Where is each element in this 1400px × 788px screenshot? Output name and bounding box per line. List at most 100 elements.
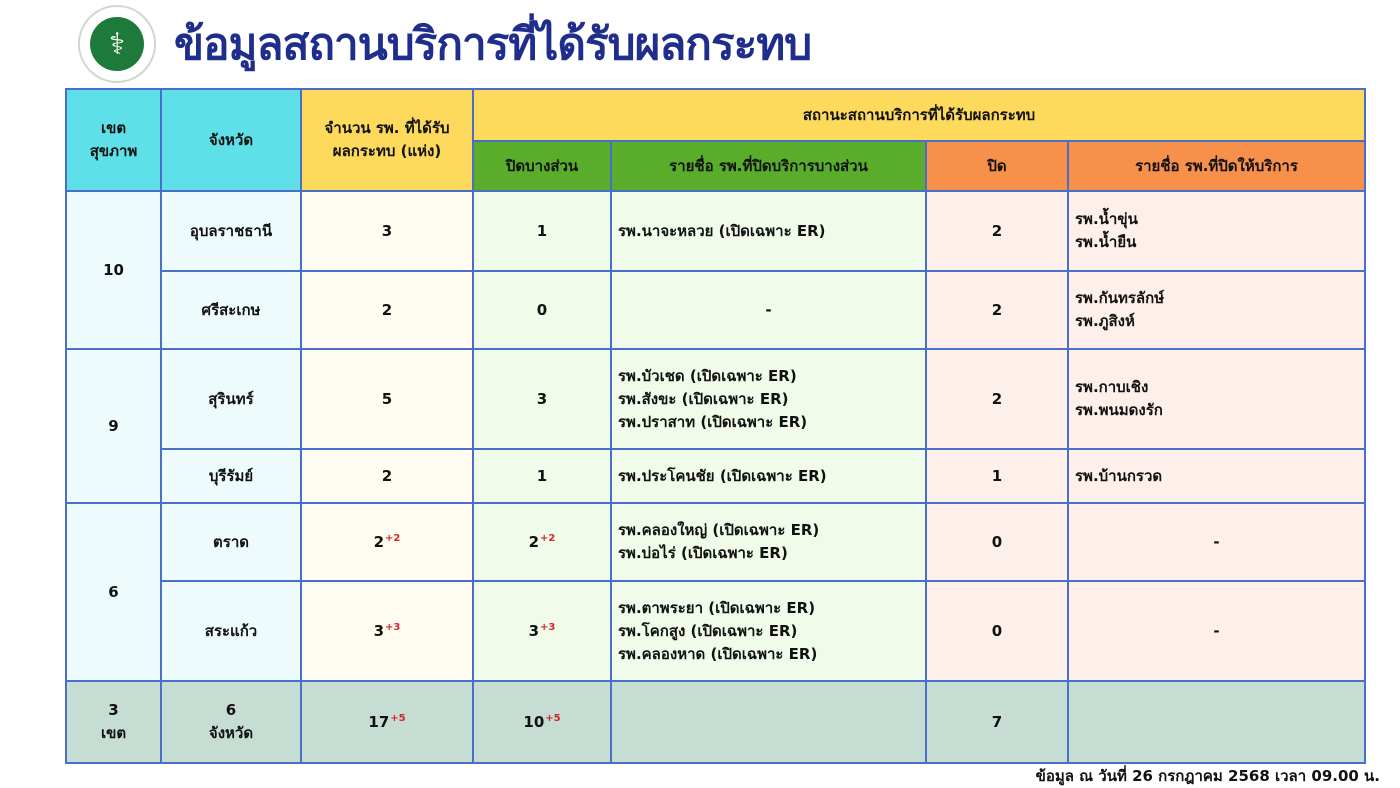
closed-count: 2 <box>991 390 1003 408</box>
hospital-name: รพ.บ่อไร่ (เปิดเฉพาะ ER) <box>618 544 788 562</box>
closed-count: 1 <box>991 467 1003 485</box>
affected-count: 3 <box>373 622 385 640</box>
hospital-name: - <box>1213 532 1220 551</box>
closed-list-cell: รพ.กันทรลักษ์ รพ.ภูสิงห์ <box>1067 270 1366 350</box>
partial-count: 2 <box>528 533 540 551</box>
partial-count: 1 <box>536 467 548 485</box>
closed-list-cell: รพ.น้ำขุ่นรพ.น้ำยืน <box>1067 190 1366 272</box>
table-row: 10 อุบลราชธานี 3 1 รพ.นาจะหลวย (เปิดเฉพาะ ER… <box>65 190 1366 350</box>
closed-count: 0 <box>991 622 1003 640</box>
change-delta: +5 <box>545 713 561 724</box>
header-closed: ปิด <box>925 140 1069 192</box>
hospital-name: รพ.กาบเชิง <box>1075 378 1149 396</box>
header-region: เขต สุขภาพ <box>65 88 162 192</box>
affected-count: 2 <box>381 301 393 319</box>
province-cell: บุรีรัมย์ <box>160 448 302 504</box>
total-closed-cell: 7 <box>925 680 1069 764</box>
data-timestamp: ข้อมูล ณ วันที่ 26 กรกฎาคม 2568 เวลา 09.… <box>1035 767 1380 785</box>
total-count-cell: 17+5 <box>300 680 474 764</box>
partial-cell: 2+2 <box>472 502 612 582</box>
affected-count: 5 <box>381 390 393 408</box>
partial-cell: 3 <box>472 348 612 450</box>
closed-cell: 2 <box>925 190 1069 272</box>
total-row: 3 เขต 6 จังหวัด 17+5 10+5 7 <box>65 680 1366 764</box>
hospital-name: รพ.พนมดงรัก <box>1075 401 1163 419</box>
closed-cell: 0 <box>925 502 1069 582</box>
hospital-name: รพ.น้ำขุ่น <box>1075 210 1138 228</box>
total-partial-cell: 10+5 <box>472 680 612 764</box>
hospital-name: รพ.สังขะ (เปิดเฉพาะ ER) <box>618 389 789 408</box>
count-cell: 3 <box>300 190 474 272</box>
table-row: บุรีรัมย์ 2 1 รพ.ประโคนชัย (เปิดเฉพาะ ER) 1 ร… <box>66 448 1366 504</box>
closed-count: 2 <box>991 301 1003 319</box>
partial-count: 3 <box>536 390 548 408</box>
count-cell: 2+2 <box>300 502 474 582</box>
region-cell: 6 <box>65 502 162 682</box>
ministry-of-public-health-logo: ⚕ <box>78 5 156 83</box>
hospital-name: รพ.คลองใหญ่ (เปิดเฉพาะ ER) <box>618 521 820 539</box>
province-name: ศรีสะเกษ <box>201 301 261 319</box>
hospital-name: รพ.บัวเชด (เปิดเฉพาะ ER) <box>618 366 797 385</box>
count-cell: 3+3 <box>300 580 474 682</box>
hospital-name: รพ.ประโคนชัย (เปิดเฉพาะ ER) <box>618 466 827 485</box>
header-partial-list: รายชื่อ รพ.ที่ปิดบริการบางส่วน <box>610 140 927 192</box>
count-cell: 2 <box>300 270 474 350</box>
closed-cell: 1 <box>925 448 1069 504</box>
closed-cell: 2 <box>925 348 1069 450</box>
hospital-name: รพ.ปราสาท (เปิดเฉพาะ ER) <box>618 412 808 431</box>
table-row: 9 สุรินทร์ 5 3 รพ.บัวเชด (เปิดเฉพาะ ER) รพ.สั… <box>65 348 1366 504</box>
province-name: สระแก้ว <box>204 622 258 640</box>
count-cell: 5 <box>300 348 474 450</box>
partial-list-cell: รพ.ประโคนชัย (เปิดเฉพาะ ER) <box>610 448 927 504</box>
partial-cell: 1 <box>472 448 612 504</box>
header-status: สถานะสถานบริการที่ได้รับผลกระทบ <box>472 88 1366 142</box>
hospital-name: รพ.นาจะหลวย (เปิดเฉพาะ ER) <box>618 221 826 240</box>
province-cell: ตราด <box>160 502 302 582</box>
change-delta: +2 <box>385 533 401 544</box>
total-region-text: 3 <box>108 701 119 719</box>
header-count: จำนวน รพ. ที่ได้รับ ผลกระทบ (แห่ง) <box>300 88 474 192</box>
change-delta: +5 <box>390 713 406 724</box>
affected-count: 2 <box>373 533 385 551</box>
partial-list-cell: รพ.นาจะหลวย (เปิดเฉพาะ ER) <box>610 190 927 272</box>
change-delta: +2 <box>540 533 556 544</box>
hospital-name: รพ.ภูสิงห์ <box>1075 312 1135 330</box>
header-province: จังหวัด <box>160 88 302 192</box>
header-line: สุขภาพ <box>89 142 138 160</box>
total-count: 17 <box>368 713 390 731</box>
change-delta: +3 <box>540 622 556 633</box>
total-closed-list-cell <box>1067 680 1366 764</box>
header-line: ผลกระทบ (แห่ง) <box>332 142 442 160</box>
province-name: ตราด <box>213 533 249 551</box>
closed-list-cell: รพ.กาบเชิงรพ.พนมดงรัก <box>1067 348 1366 450</box>
region-cell: 9 <box>65 348 162 504</box>
region-number: 9 <box>108 417 119 435</box>
region-cell: 10 <box>65 190 162 350</box>
total-partial-list-cell <box>610 680 927 764</box>
closed-list-cell: - <box>1067 580 1366 682</box>
hospital-name: รพ.ตาพระยา (เปิดเฉพาะ ER) <box>618 598 816 617</box>
province-cell: สุรินทร์ <box>160 348 302 450</box>
header-closed-list: รายชื่อ รพ.ที่ปิดให้บริการ <box>1067 140 1366 192</box>
partial-list-cell: รพ.บัวเชด (เปิดเฉพาะ ER) รพ.สังขะ (เปิดเฉ… <box>610 348 927 450</box>
total-partial: 10 <box>523 713 545 731</box>
closed-cell: 0 <box>925 580 1069 682</box>
table-row: สระแก้ว 3+3 3+3 รพ.ตาพระยา (เปิดเฉพาะ ER) รพ… <box>66 580 1366 682</box>
hospital-name: รพ.น้ำยืน <box>1075 233 1137 251</box>
hospital-name: - <box>1213 621 1220 640</box>
closed-count: 2 <box>991 222 1003 240</box>
province-cell: อุบลราชธานี <box>160 190 302 272</box>
affected-count: 3 <box>381 222 393 240</box>
caduceus-icon: ⚕ <box>90 17 144 71</box>
header-partial: ปิดบางส่วน <box>472 140 612 192</box>
count-cell: 2 <box>300 448 474 504</box>
affected-facilities-table: เขต สุขภาพ จังหวัด จำนวน รพ. ที่ได้รับ ผลก… <box>65 88 1366 764</box>
partial-list-cell: รพ.ตาพระยา (เปิดเฉพาะ ER) รพ.โคกสูง (เปิด… <box>610 580 927 682</box>
total-region-cell: 3 เขต <box>65 680 162 764</box>
hospital-name: รพ.บ้านกรวด <box>1075 466 1163 485</box>
partial-count: 0 <box>536 301 548 319</box>
partial-cell: 3+3 <box>472 580 612 682</box>
partial-list-cell: รพ.คลองใหญ่ (เปิดเฉพาะ ER) รพ.บ่อไร่ (เปิ… <box>610 502 927 582</box>
total-closed: 7 <box>991 713 1003 731</box>
partial-list-cell: - <box>610 270 927 350</box>
